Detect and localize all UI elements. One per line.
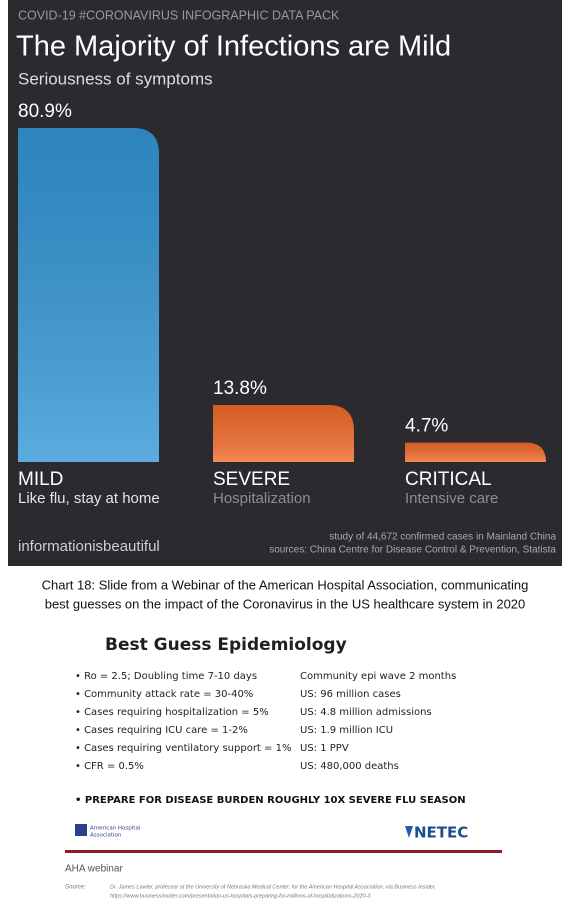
category-label: SEVERE [213,469,290,490]
slide-fact: US: 4.8 million admissions [300,707,432,718]
caption: best guesses on the impact of the Corona… [45,596,526,611]
category-note: Like flu, stay at home [18,490,160,507]
category-label: MILD [18,469,63,490]
slide-rule [65,850,502,853]
slide-fact: US: 96 million cases [300,689,401,700]
netec-logo-text: NETEC [414,824,468,842]
slide-bullet: • Ro = 2.5; Doubling time 7-10 days [75,671,257,682]
brand: informationisbeautiful [18,538,160,555]
slide-title: Best Guess Epidemiology [105,635,347,655]
chart-subtitle: Seriousness of symptoms [18,69,213,88]
bar-sheen [18,128,159,462]
slide: Best Guess Epidemiology • PREPARE FOR DI… [65,635,502,853]
caption: Chart 18: Slide from a Webinar of the Am… [42,577,529,592]
slide-bullet: • Cases requiring hospitalization = 5% [75,707,269,718]
aha-logo-mark [75,824,87,836]
aha-logo-text: American Hospital [90,826,141,832]
bar-sheen [405,442,546,462]
value-label: 80.9% [18,101,72,122]
slide-fact: Community epi wave 2 months [300,671,456,682]
slide-bullet: • Cases requiring ventilatory support = … [75,743,291,754]
slide-bullet: • CFR = 0.5% [75,761,144,772]
slide-fact: US: 480,000 deaths [300,761,399,772]
category-label: CRITICAL [405,469,492,490]
slide-fact: US: 1 PPV [300,743,349,754]
category-note: Hospitalization [213,490,311,507]
footer: AHA webinar [65,864,123,875]
slide-fact: US: 1.9 million ICU [300,725,393,736]
slide-bullet: • Community attack rate = 30-40% [75,689,253,700]
value-label: 13.8% [213,378,267,399]
chart-note: study of 44,672 confirmed cases in Mainl… [329,532,556,543]
chart-note: sources: China Centre for Disease Contro… [269,545,556,556]
slide-bullet: • Cases requiring ICU care = 1-2% [75,725,248,736]
bar-sheen [213,405,354,462]
kicker: COVID-19 #CORONAVIRUS INFOGRAPHIC DATA P… [18,8,340,22]
source-text: Dr. James Lawler, professor at the Unive… [110,884,436,890]
category-note: Intensive care [405,490,498,507]
netec-logo-mark [405,826,413,838]
chart-title: The Majority of Infections are Mild [16,31,451,63]
value-label: 4.7% [405,416,448,437]
aha-logo-text: Association [90,833,122,839]
source-text: https://www.businessinsider.com/presenta… [110,893,371,899]
source-label: Source: [65,885,86,891]
slide-emphasis: • PREPARE FOR DISEASE BURDEN ROUGHLY 10X… [75,795,466,806]
